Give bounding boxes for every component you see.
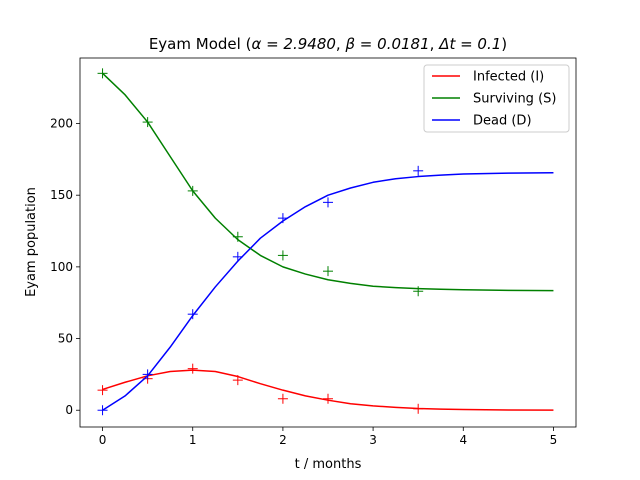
- plot-layer: [97, 68, 554, 416]
- data-point-dead-d: [97, 405, 108, 416]
- series-line-infected-i: [102, 369, 554, 411]
- y-tick-label: 100: [50, 260, 73, 274]
- x-tick-label: 4: [459, 433, 467, 447]
- legend-label-surviving-s: Surviving (S): [473, 92, 556, 107]
- data-point-surviving-s: [97, 68, 108, 79]
- title-dt: Δt = 0.1: [438, 35, 501, 53]
- data-point-dead-d: [187, 309, 198, 320]
- data-point-dead-d: [323, 197, 333, 208]
- data-point-dead-d: [142, 369, 153, 380]
- data-point-dead-d: [413, 165, 424, 176]
- x-tick-label: 5: [550, 433, 558, 447]
- data-point-infected-i: [323, 393, 333, 404]
- legend-label-dead-d: Dead (D): [473, 114, 532, 129]
- x-tick-label: 1: [189, 433, 197, 447]
- data-point-infected-i: [413, 403, 424, 414]
- title-beta: β = 0.0181: [344, 35, 429, 53]
- y-tick-label: 0: [65, 403, 73, 417]
- x-tick-label: 0: [99, 433, 107, 447]
- y-tick-label: 50: [58, 332, 73, 346]
- data-point-infected-i: [187, 363, 198, 374]
- plot-area: [97, 68, 554, 416]
- legend-label-infected-i: Infected (I): [473, 70, 544, 85]
- data-point-surviving-s: [277, 250, 288, 261]
- data-point-dead-d: [232, 251, 243, 262]
- data-point-infected-i: [277, 393, 288, 404]
- x-tick-label: 2: [279, 433, 287, 447]
- title-alpha: α = 2.9480: [251, 35, 335, 53]
- x-tick-label: 3: [369, 433, 377, 447]
- data-point-surviving-s: [187, 185, 198, 196]
- data-point-surviving-s: [142, 117, 153, 128]
- series-line-surviving-s: [102, 72, 554, 292]
- x-axis-label: t / months: [295, 457, 362, 472]
- data-point-surviving-s: [232, 231, 243, 242]
- data-point-dead-d: [277, 213, 288, 224]
- chart-title-text: Eyam Model: [149, 35, 241, 53]
- data-point-infected-i: [232, 375, 243, 386]
- legend-box: [423, 64, 570, 133]
- legend: Infected (I) Surviving (S) Dead (D): [423, 64, 570, 133]
- data-point-surviving-s: [323, 266, 333, 277]
- y-axis-label: Eyam population: [24, 187, 39, 297]
- data-point-surviving-s: [413, 286, 424, 297]
- series-line-dead-d: [102, 171, 554, 411]
- data-point-infected-i: [97, 385, 108, 396]
- axes-frame: [79, 57, 577, 428]
- chart-title: Eyam Model (α = 2.9480, β = 0.0181, Δt =…: [149, 35, 507, 53]
- y-tick-label: 150: [50, 188, 73, 202]
- y-tick-label: 200: [50, 117, 73, 131]
